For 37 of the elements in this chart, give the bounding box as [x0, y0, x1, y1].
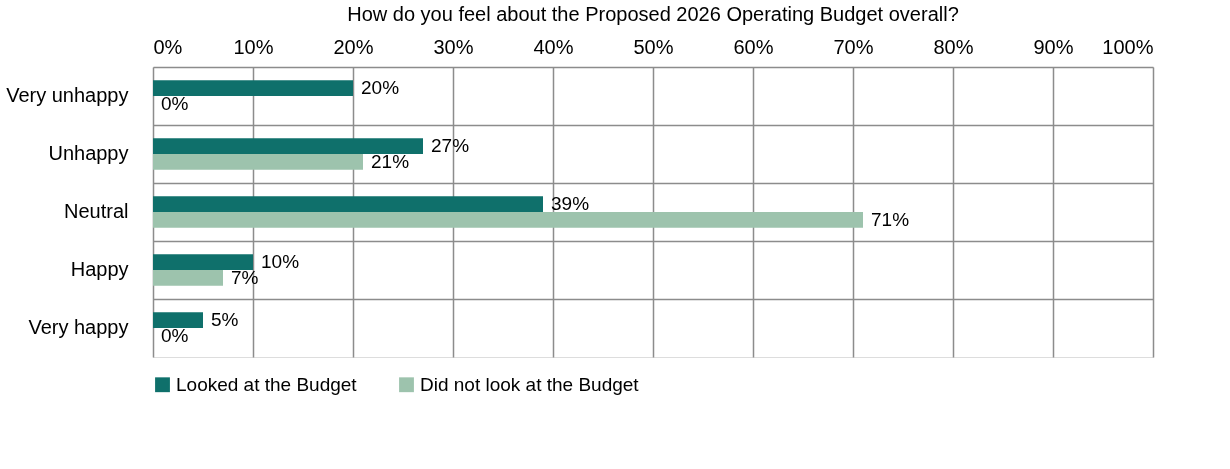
x-tick-label: 20% — [333, 35, 374, 58]
y-tick-label: Very unhappy — [6, 84, 129, 106]
bar — [153, 196, 543, 212]
x-tick-label: 90% — [1033, 35, 1074, 58]
x-tick-label: 60% — [733, 35, 774, 58]
bar — [153, 254, 253, 270]
chart-title: How do you feel about the Proposed 2026 Operating Budget overall? — [347, 3, 959, 25]
data-label: 7% — [231, 266, 259, 288]
data-label: 21% — [371, 150, 410, 172]
bar — [153, 80, 353, 96]
data-label: 0% — [161, 324, 189, 346]
x-tick-label: 50% — [633, 35, 674, 58]
x-tick-label: 70% — [833, 35, 874, 58]
data-label: 20% — [361, 77, 400, 99]
data-label: 0% — [161, 92, 189, 114]
y-tick-label: Very happy — [28, 316, 129, 338]
x-tick-label: 0% — [153, 35, 183, 58]
bar — [153, 212, 863, 228]
x-tick-label: 40% — [533, 35, 574, 58]
data-label: 5% — [211, 309, 239, 331]
bar — [153, 312, 203, 328]
bar — [153, 138, 423, 154]
legend-label: Did not look at the Budget — [420, 373, 640, 395]
data-label: 10% — [261, 251, 300, 273]
data-label: 27% — [431, 135, 470, 157]
y-tick-label: Happy — [70, 258, 129, 280]
x-tick-label: 30% — [433, 35, 474, 58]
legend-label: Looked at the Budget — [176, 373, 358, 395]
x-tick-label: 10% — [233, 35, 274, 58]
bar — [153, 154, 363, 170]
y-tick-label: Neutral — [64, 200, 129, 222]
data-label: 71% — [871, 208, 910, 230]
y-tick-label: Unhappy — [48, 142, 129, 164]
x-tick-label: 80% — [933, 35, 974, 58]
x-tick-label: 100% — [1102, 35, 1154, 58]
data-label: 39% — [551, 193, 590, 215]
bar — [153, 270, 223, 286]
